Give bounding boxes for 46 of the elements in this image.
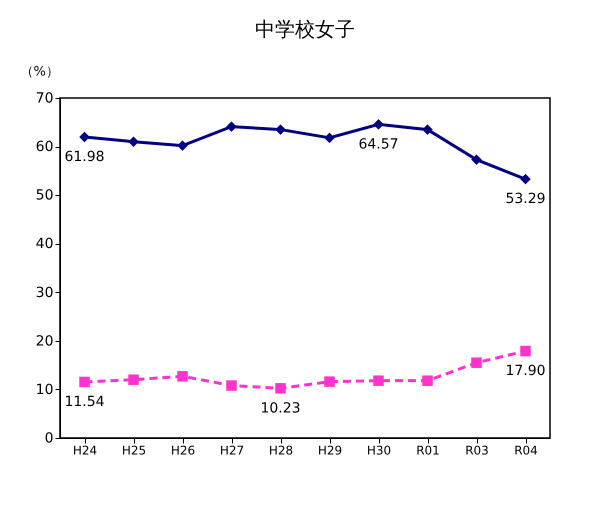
point xyxy=(422,375,433,386)
y-tick-label: 70 xyxy=(36,90,54,106)
x-tick-label: H27 xyxy=(220,444,244,458)
data-label: 53.29 xyxy=(505,191,546,208)
x-tick-label: H25 xyxy=(122,444,146,458)
data-label: 64.57 xyxy=(358,136,399,152)
x-tick-label: R03 xyxy=(465,444,489,458)
point xyxy=(471,154,482,165)
point xyxy=(177,371,188,382)
y-tick-label: 0 xyxy=(44,430,54,446)
point xyxy=(520,174,531,184)
point xyxy=(226,121,237,132)
x-tick-label: H28 xyxy=(268,444,294,458)
y-tick-label: 30 xyxy=(36,284,54,301)
point xyxy=(520,346,531,356)
x-tick-label: R01 xyxy=(416,444,440,458)
point xyxy=(177,140,188,151)
y-axis-title: （%） xyxy=(20,64,59,80)
point xyxy=(226,380,237,391)
x-tick-label: H26 xyxy=(170,444,196,458)
point xyxy=(128,374,139,385)
point xyxy=(324,132,335,144)
point xyxy=(275,124,286,135)
point xyxy=(324,376,335,387)
x-tick-label: H24 xyxy=(72,444,98,458)
x-tick-label: R04 xyxy=(514,444,538,458)
point xyxy=(79,376,90,388)
point xyxy=(373,119,384,130)
data-label: 11.54 xyxy=(64,394,105,410)
point xyxy=(471,357,482,368)
point xyxy=(422,124,433,135)
point xyxy=(128,136,139,147)
x-tick-label: H30 xyxy=(366,444,392,458)
y-tick-label: 20 xyxy=(36,333,54,350)
y-tick-label: 50 xyxy=(36,188,54,204)
y-tick-label: 60 xyxy=(36,139,54,156)
chart-title: 中学校女子 xyxy=(255,17,355,41)
x-tick-label: H29 xyxy=(318,444,342,458)
point xyxy=(79,132,90,142)
point xyxy=(373,375,384,386)
y-tick-label: 40 xyxy=(36,236,54,252)
y-tick-label: 10 xyxy=(36,382,54,398)
data-label: 17.90 xyxy=(505,363,546,380)
data-label: 61.98 xyxy=(64,148,105,165)
data-label: 10.23 xyxy=(260,400,301,416)
point xyxy=(275,383,286,394)
